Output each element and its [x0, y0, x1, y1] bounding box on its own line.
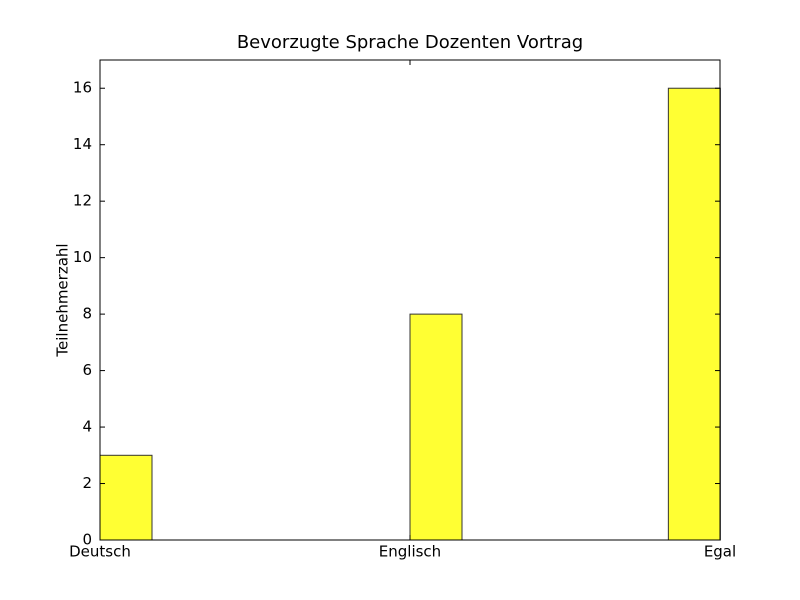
x-tick-label: Deutsch	[69, 543, 131, 561]
x-tick-label: Egal	[704, 543, 736, 561]
y-tick-label: 6	[82, 361, 92, 379]
y-tick-label: 0	[82, 531, 92, 549]
y-axis-label: Teilnehmerzahl	[54, 243, 72, 357]
bar	[99, 454, 153, 541]
chart-title: Bevorzugte Sprache Dozenten Vortrag	[237, 32, 583, 53]
y-tick-label: 16	[73, 79, 92, 97]
x-tick-label: Englisch	[379, 543, 441, 561]
y-tick-label: 12	[73, 192, 92, 210]
plot-frame	[99, 59, 721, 541]
y-tick-label: 8	[82, 305, 92, 323]
y-tick-label: 2	[82, 474, 92, 492]
y-tick-label: 10	[73, 248, 92, 266]
bar	[409, 313, 463, 541]
y-tick-label: 4	[82, 418, 92, 436]
y-tick-label: 14	[73, 135, 92, 153]
bar	[667, 87, 721, 541]
